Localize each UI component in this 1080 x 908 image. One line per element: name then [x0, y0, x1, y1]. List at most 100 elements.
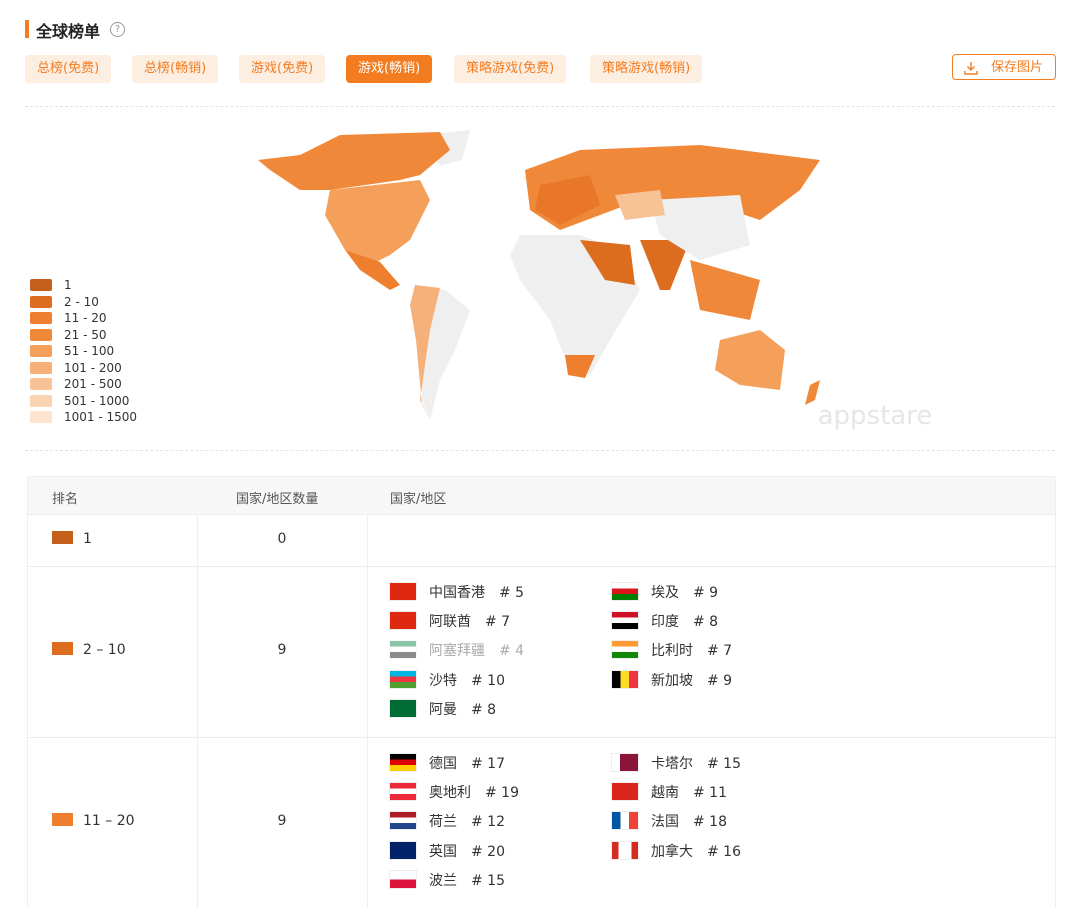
- legend-label: 11 - 20: [64, 311, 107, 325]
- flag-icon: [390, 783, 416, 801]
- country-rank: # 20: [471, 843, 505, 860]
- country-rank: # 4: [499, 643, 525, 660]
- legend-swatch: [30, 295, 52, 308]
- tab[interactable]: 总榜(免费): [25, 55, 112, 83]
- tab[interactable]: 策略游戏(畅销): [590, 55, 703, 83]
- legend-swatch: [30, 312, 52, 324]
- country-count: 9: [277, 813, 287, 829]
- legend-label: 201 - 500: [64, 377, 122, 391]
- country-item: 卡塔尔 # 15: [612, 754, 741, 774]
- country-name: 印度: [651, 614, 679, 631]
- country-name: 阿联酋: [429, 614, 471, 631]
- tab[interactable]: 策略游戏(免费): [454, 55, 567, 83]
- flag-icon: [612, 754, 638, 771]
- flag-icon: [612, 812, 638, 830]
- flag-icon: [390, 841, 416, 859]
- country-name: 波兰: [429, 872, 457, 889]
- rank-cell: 1: [52, 530, 92, 547]
- flag-icon: [612, 612, 638, 630]
- country-name: 阿塞拜疆: [429, 643, 485, 660]
- legend-item: 11 - 20: [30, 311, 107, 327]
- legend-item: 101 - 200: [30, 361, 122, 377]
- rank-swatch: [52, 530, 73, 544]
- flag-icon: [612, 841, 638, 859]
- country-rank: # 12: [471, 814, 505, 831]
- tab[interactable]: 游戏(免费): [239, 55, 326, 83]
- tab[interactable]: 总榜(畅销): [132, 55, 219, 83]
- country-rank: # 15: [707, 756, 741, 772]
- country-count: 0: [277, 530, 287, 547]
- legend-swatch: [30, 361, 52, 374]
- country-name: 法国: [651, 814, 679, 831]
- country-name: 卡塔尔: [651, 756, 693, 772]
- country-rank: # 18: [693, 814, 727, 831]
- country-item: 加拿大 # 16: [612, 841, 741, 862]
- legend-label: 1: [64, 278, 72, 292]
- legend-label: 2 - 10: [64, 294, 99, 309]
- flag-icon: [390, 870, 416, 888]
- rank-label: 2 – 10: [83, 642, 126, 658]
- legend-label: 1001 - 1500: [64, 410, 138, 424]
- cell: [28, 567, 198, 737]
- legend-label: 101 - 200: [64, 360, 122, 375]
- country-rank: # 8: [693, 614, 719, 631]
- table-header: 排名 国家/地区数量 国家/地区: [28, 477, 1055, 514]
- country-item: 奥地利 # 19: [390, 783, 519, 803]
- country-name: 中国香港: [429, 585, 485, 601]
- country-name: 越南: [651, 785, 679, 802]
- rank-label: 1: [83, 530, 92, 547]
- country-rank: # 19: [485, 785, 519, 802]
- country-name: 加拿大: [651, 843, 693, 860]
- country-item: 英国 # 20: [390, 841, 505, 862]
- cell: [197, 567, 368, 737]
- country-rank: # 7: [707, 643, 733, 660]
- download-icon: [964, 62, 978, 75]
- country-rank: # 16: [707, 843, 741, 860]
- title-accent: [25, 20, 29, 38]
- legend-item: 201 - 500: [30, 377, 122, 393]
- table-row: 11 – 20 9 德国 # 17 奥地利 # 19 荷兰 # 12 英国 # 20 波兰 # 15 卡…: [28, 737, 1055, 908]
- cell: [28, 515, 198, 566]
- legend-swatch: [30, 345, 52, 357]
- country-item: 法国 # 18: [612, 812, 727, 832]
- legend-swatch: [30, 279, 52, 291]
- country-rank: # 9: [707, 672, 733, 689]
- country-count: 9: [277, 642, 287, 658]
- country-item: 阿塞拜疆 # 4: [390, 641, 524, 661]
- header-cell: 排名: [52, 492, 79, 507]
- flag-icon: [390, 641, 416, 659]
- country-item: 荷兰 # 12: [390, 812, 505, 832]
- header-cell: 国家/地区: [390, 492, 447, 507]
- country-item: 越南 # 11: [612, 783, 727, 803]
- rank-cell: 2 – 10: [52, 642, 126, 658]
- country-name: 沙特: [429, 672, 457, 689]
- flag-icon: [390, 754, 416, 771]
- flag-icon: [390, 612, 416, 630]
- flag-icon: [390, 699, 416, 717]
- header-cell: 国家/地区数量: [236, 492, 319, 507]
- table-row: 2 – 10 9 中国香港 # 5 阿联酋 # 7 阿塞拜疆 # 4 沙特 # 10 阿曼 # 8 埃及…: [28, 566, 1055, 737]
- flag-icon: [390, 670, 416, 688]
- country-rank: # 11: [693, 785, 727, 802]
- tab[interactable]: 游戏(畅销): [346, 55, 433, 83]
- country-item: 阿曼 # 8: [390, 699, 496, 720]
- save-button[interactable]: 保存图片: [952, 54, 1056, 80]
- country-rank: # 7: [485, 614, 511, 631]
- legend-item: 21 - 50: [30, 328, 107, 344]
- legend-item: 1001 - 1500: [30, 410, 137, 426]
- country-rank: # 5: [499, 585, 525, 601]
- help-icon[interactable]: ?: [110, 22, 125, 37]
- flag-icon: [612, 670, 638, 688]
- cell: [197, 515, 368, 566]
- rank-swatch: [52, 813, 73, 826]
- country-item: 沙特 # 10: [390, 670, 505, 691]
- flag-icon: [390, 812, 416, 830]
- flag-icon: [612, 583, 638, 600]
- cell: [197, 738, 368, 908]
- country-item: 波兰 # 15: [390, 870, 505, 891]
- country-rank: # 9: [693, 585, 719, 601]
- save-label: 保存图片: [990, 60, 1043, 75]
- page-title: 全球榜单: [36, 22, 101, 41]
